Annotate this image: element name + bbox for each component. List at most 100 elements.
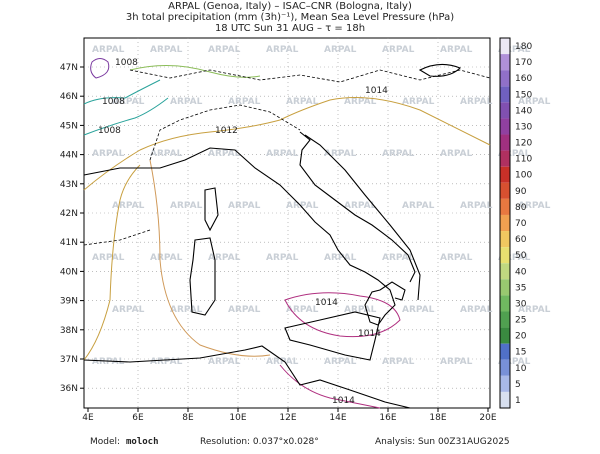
colorbar-label: 160	[515, 74, 532, 84]
colorbar-label: 120	[515, 139, 532, 149]
footer-resolution: Resolution: 0.037°x0.028°	[200, 437, 319, 447]
lon-label: 12E	[279, 413, 296, 423]
watermark: ARPAL	[112, 305, 145, 315]
watermark: ARPAL	[228, 97, 261, 107]
lon-ticks: 4E 6E 8E 10E 12E 14E 16E 18E 20E	[82, 408, 497, 423]
lat-label: 41N	[60, 238, 78, 248]
watermark: ARPAL	[286, 201, 319, 211]
isobar-label: 1012	[215, 126, 238, 136]
colorbar-label: 130	[515, 122, 532, 132]
watermark: ARPAL	[498, 149, 531, 159]
colorbar-label: 5	[515, 380, 521, 390]
watermark: ARPAL	[324, 45, 357, 55]
watermark: ARPAL	[170, 97, 203, 107]
colorbar-label: 140	[515, 106, 532, 116]
watermark: ARPAL	[440, 45, 473, 55]
watermark: ARPAL	[150, 45, 183, 55]
colorbar-label: 1	[515, 396, 521, 406]
footer-analysis: Analysis: Sun 00Z31AUG2025	[375, 437, 510, 447]
colorbar-swatch	[500, 134, 510, 151]
watermark: ARPAL	[92, 253, 125, 263]
watermark: ARPAL	[344, 305, 377, 315]
watermark: ARPAL	[402, 97, 435, 107]
lat-label: 47N	[60, 63, 78, 73]
colorbar-swatch	[500, 54, 510, 71]
colorbar-swatch	[500, 198, 510, 215]
watermark: ARPAL	[208, 149, 241, 159]
borders	[83, 69, 491, 246]
header-line: 3h total precipitation (mm (3h)⁻¹), Mean…	[126, 12, 454, 23]
watermark: ARPAL	[498, 357, 531, 367]
watermark: ARPAL	[440, 253, 473, 263]
colorbar-label: 15	[515, 348, 526, 358]
lat-label: 40N	[60, 267, 78, 277]
watermark: ARPAL	[518, 97, 551, 107]
watermark: ARPAL	[266, 357, 299, 367]
isobar-label: 1008	[98, 126, 121, 136]
watermark: ARPAL	[344, 201, 377, 211]
footer-model: moloch	[126, 437, 159, 447]
lat-label: 43N	[60, 180, 78, 190]
watermark: ARPAL	[112, 97, 145, 107]
colorbar-swatch	[500, 231, 510, 248]
lon-label: 18E	[429, 413, 446, 423]
colorbar-swatch	[500, 295, 510, 312]
colorbar-swatch	[500, 247, 510, 264]
isobars	[83, 58, 491, 409]
colorbar-swatch	[500, 279, 510, 296]
watermark: ARPAL	[228, 305, 261, 315]
colorbar-swatch	[500, 38, 510, 55]
colorbar-swatch	[500, 214, 510, 232]
colorbar-label: 50	[515, 251, 527, 261]
watermark: ARPAL	[266, 149, 299, 159]
footer-model-label: Model:	[90, 437, 120, 447]
isobar-label: 1014	[358, 329, 381, 339]
isobar-labels: 1008 1008 1008 1012 1014 1014 1014 1014	[98, 58, 388, 406]
watermark: ARPAL	[518, 201, 551, 211]
lat-label: 38N	[60, 326, 78, 336]
watermark: ARPAL	[170, 305, 203, 315]
lat-label: 46N	[60, 92, 78, 102]
colorbar-swatch	[500, 311, 510, 328]
colorbar-swatch	[500, 182, 510, 199]
watermark: ARPAL	[92, 45, 125, 55]
colorbar-frame	[499, 37, 511, 409]
lon-label: 10E	[229, 413, 246, 423]
watermark: ARPAL	[382, 357, 415, 367]
watermark: ARPAL	[170, 201, 203, 211]
lon-label: 8E	[182, 413, 194, 423]
colorbar-swatch	[500, 391, 510, 408]
colorbar-swatch	[500, 150, 510, 167]
watermark: ARPAL	[266, 253, 299, 263]
watermark: ARPAL	[92, 357, 125, 367]
colorbar-swatch	[500, 359, 510, 376]
colorbar-swatch	[500, 118, 510, 135]
colorbar-label: 90	[515, 187, 527, 197]
watermark: ARPAL	[440, 149, 473, 159]
watermark: ARPAL	[150, 357, 183, 367]
watermark: ARPAL	[498, 253, 531, 263]
isobar-label: 1008	[115, 58, 138, 68]
colorbar-label: 180	[515, 42, 532, 52]
graticule	[84, 38, 490, 408]
watermark: ARPAL	[266, 45, 299, 55]
colorbar-label: 40	[515, 267, 527, 277]
watermark: ARPAL	[440, 357, 473, 367]
colorbar-swatch	[500, 327, 510, 344]
watermark: ARPAL	[208, 253, 241, 263]
colorbar-swatch	[500, 375, 510, 392]
watermark: ARPAL	[402, 305, 435, 315]
colorbar-label: 70	[515, 219, 527, 229]
watermark: ARPAL	[460, 97, 493, 107]
lat-label: 39N	[60, 297, 78, 307]
colorbar-swatch	[500, 343, 510, 360]
isobar-label: 1014	[332, 396, 355, 406]
lon-label: 20E	[479, 413, 496, 423]
isobar-label: 1014	[365, 86, 388, 96]
colorbar-label: 100	[515, 171, 532, 181]
colorbar-swatch	[500, 70, 510, 87]
header-line: 18 UTC Sun 31 AUG – τ = 18h	[215, 23, 365, 34]
colorbar-label: 150	[515, 90, 532, 100]
watermark: ARPAL	[208, 45, 241, 55]
watermark: ARPAL	[460, 201, 493, 211]
